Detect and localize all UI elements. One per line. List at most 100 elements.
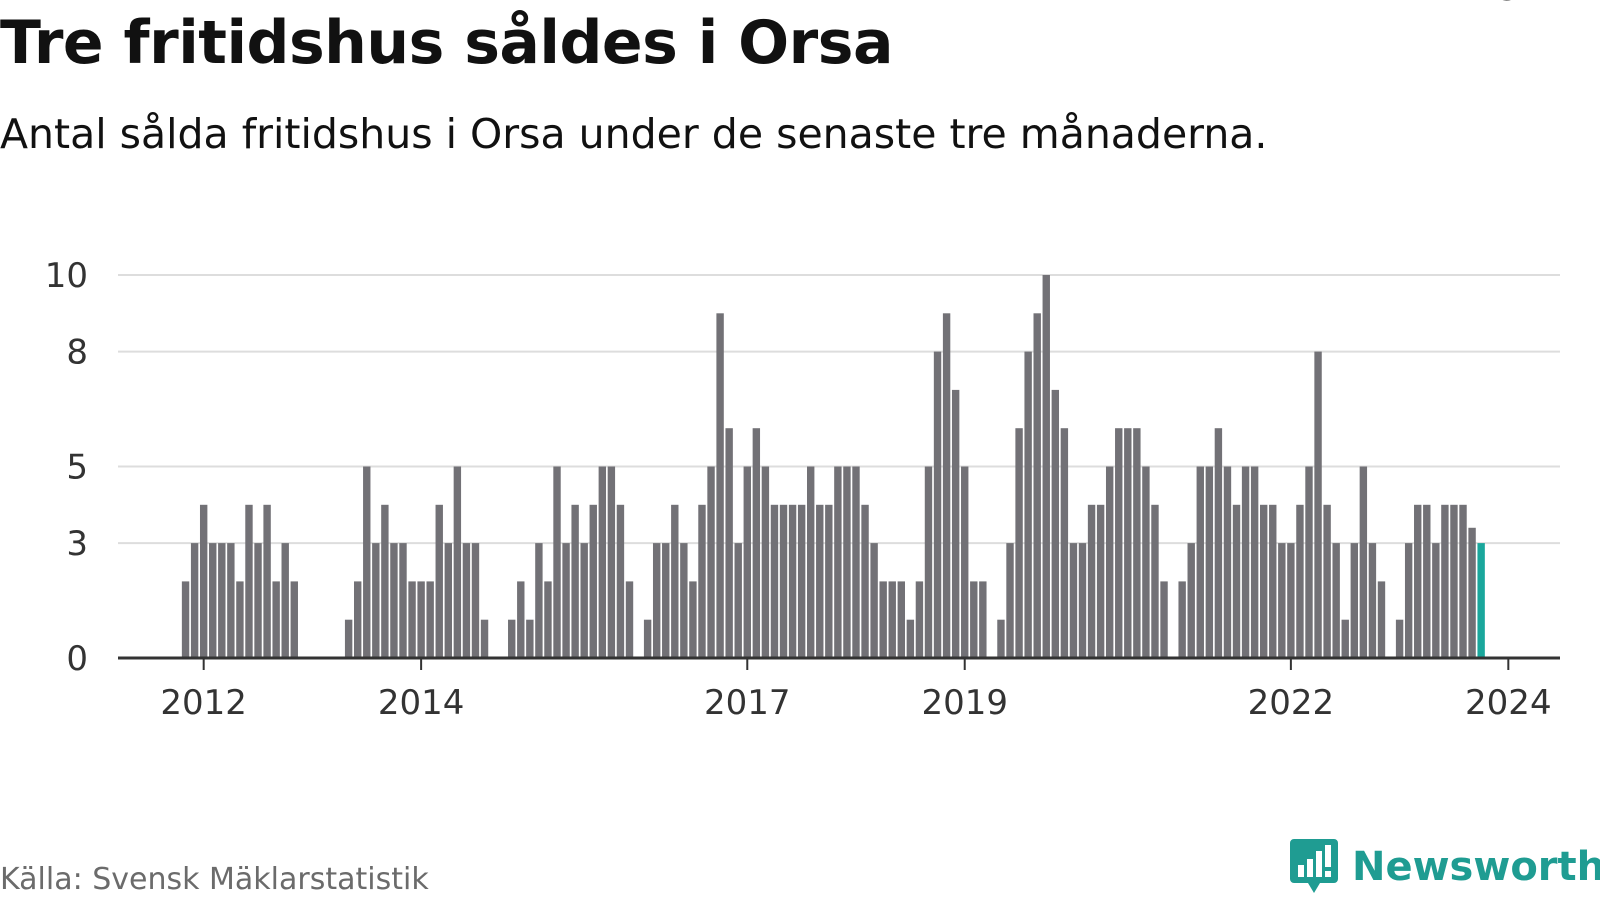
- bar: [209, 543, 217, 658]
- bar: [589, 504, 597, 658]
- bar: [1024, 351, 1032, 658]
- bar: [906, 619, 915, 658]
- bar: [1124, 428, 1132, 658]
- bar: [1287, 543, 1295, 658]
- y-tick-label: 8: [66, 333, 88, 373]
- bar: [598, 466, 607, 658]
- bar: [181, 581, 190, 658]
- bar: [453, 466, 462, 658]
- y-tick-label: 10: [45, 256, 88, 296]
- bar: [1278, 543, 1286, 658]
- bar: [1404, 543, 1413, 658]
- bar: [1096, 504, 1105, 658]
- bar: [526, 619, 534, 658]
- bar: [1196, 466, 1204, 658]
- bar: [725, 428, 733, 658]
- bar: [390, 543, 398, 658]
- bar: [680, 543, 688, 658]
- bar: [263, 504, 271, 658]
- bar: [689, 581, 697, 658]
- bar: [1142, 466, 1150, 658]
- chart-subtitle: Antal sålda fritidshus i Orsa under de s…: [0, 110, 1268, 158]
- x-tick-label: 2017: [704, 683, 791, 723]
- bar: [444, 543, 452, 658]
- brand-name: Newsworthy: [1352, 844, 1600, 890]
- bar: [517, 581, 525, 658]
- bar: [1459, 504, 1467, 658]
- bar: [227, 543, 235, 658]
- value-annotation: 3: [1497, 0, 1520, 9]
- bar: [652, 543, 661, 658]
- bar: [272, 581, 280, 658]
- y-tick-label: 3: [66, 524, 88, 564]
- chart-title: Tre fritidshus såldes i Orsa: [0, 8, 893, 78]
- bar: [372, 543, 380, 658]
- bar: [508, 619, 516, 658]
- bar: [1151, 504, 1159, 658]
- bar: [816, 504, 824, 658]
- bar: [1250, 466, 1259, 658]
- bar: [1332, 543, 1340, 658]
- bar: [1269, 504, 1277, 658]
- bar: [734, 543, 742, 658]
- bar: [716, 313, 724, 658]
- x-tick-label: 2014: [378, 683, 465, 723]
- x-tick-label: 2024: [1465, 683, 1552, 723]
- bar: [1350, 543, 1358, 658]
- source-note: Källa: Svensk Mäklarstatistik: [0, 862, 429, 897]
- bar: [1223, 466, 1232, 658]
- bar: [199, 504, 208, 658]
- bar: [254, 543, 262, 658]
- bar: [961, 466, 969, 658]
- newsworthy-logo-icon: [1290, 839, 1338, 893]
- bar: [1341, 619, 1349, 658]
- bar: [1187, 543, 1195, 658]
- bar: [1069, 543, 1078, 658]
- bar: [381, 504, 389, 658]
- bar: [290, 581, 298, 658]
- bar: [1078, 543, 1087, 658]
- bar: [951, 389, 960, 658]
- bar: [1241, 466, 1250, 658]
- bar: [843, 466, 851, 658]
- bar: [571, 504, 579, 658]
- bar: [662, 543, 670, 658]
- bar: [607, 466, 616, 658]
- bar: [1033, 313, 1041, 658]
- bar: [970, 581, 978, 658]
- bar: [698, 504, 706, 658]
- bar: [942, 313, 951, 658]
- bar: [435, 504, 443, 658]
- bar: [825, 504, 833, 658]
- bar: [1395, 619, 1404, 658]
- bar: [1051, 389, 1060, 658]
- bar: [1133, 428, 1141, 658]
- bar: [1314, 351, 1322, 658]
- bar: [1432, 543, 1440, 658]
- bar: [752, 428, 761, 658]
- bar: [236, 581, 244, 658]
- x-tick-label: 2022: [1248, 683, 1335, 723]
- bar: [1323, 504, 1331, 658]
- bar: [1232, 504, 1241, 658]
- brand-logo-group: Newsworthy: [1290, 839, 1600, 893]
- bar: [1015, 428, 1023, 658]
- bar: [408, 581, 416, 658]
- bar: [879, 581, 887, 658]
- bar: [924, 466, 933, 658]
- bar: [761, 466, 770, 658]
- y-tick-label: 0: [66, 639, 88, 679]
- bar: [1115, 428, 1123, 658]
- bar: [1368, 543, 1377, 658]
- x-tick-label: 2019: [921, 683, 1008, 723]
- bar: [852, 466, 860, 658]
- bar: [535, 543, 543, 658]
- bar: [1468, 527, 1476, 658]
- bar: [888, 581, 896, 658]
- bar: [1060, 428, 1069, 658]
- bar: [1414, 504, 1422, 658]
- bar: [671, 504, 679, 658]
- bar: [1105, 466, 1114, 658]
- bar: [399, 543, 407, 658]
